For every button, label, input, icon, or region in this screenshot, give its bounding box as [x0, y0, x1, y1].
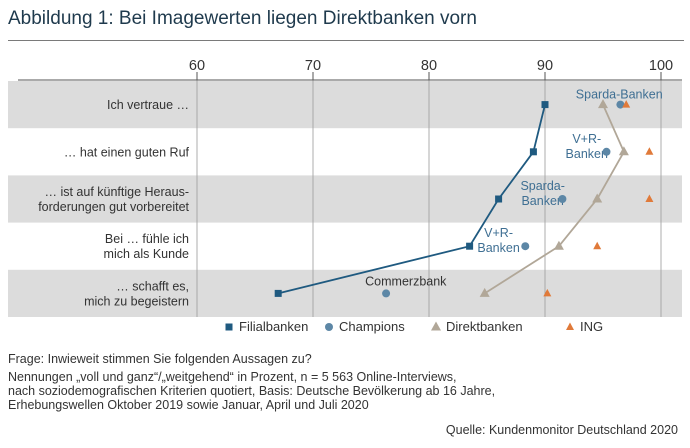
marker-direktbanken [618, 146, 629, 156]
category-label: Bei … fühle ich [105, 232, 189, 246]
category-label: mich als Kunde [104, 247, 190, 261]
marker-filialbanken [541, 101, 549, 109]
legend-label: ING [580, 319, 603, 334]
tick-label: 60 [189, 58, 205, 74]
annotation-label: Banken [566, 147, 608, 161]
marker-filialbanken [529, 148, 537, 156]
annotation-label: Banken [477, 241, 519, 255]
footer-line-1: Frage: Inwieweit stimmen Sie folgenden A… [8, 352, 312, 366]
legend-swatch-direktbanken [431, 321, 441, 331]
x-axis-ticks: 60 70 80 90 100 [18, 58, 682, 317]
category-label: mich zu begeistern [84, 294, 189, 308]
row-band [8, 81, 682, 129]
marker-ing [645, 194, 654, 202]
chart-plot: 60 70 80 90 100 Ich vertraue … … hat einen gu… [8, 58, 682, 334]
marker-filialbanken [274, 289, 282, 297]
marker-direktbanken [553, 240, 564, 250]
marker-champions [382, 289, 391, 298]
legend-swatch-champions [325, 323, 333, 331]
marker-direktbanken [479, 287, 490, 297]
annotation-label: Sparda- [520, 179, 564, 193]
tick-label: 70 [305, 58, 321, 74]
category-labels: Ich vertraue … … hat einen guten Ruf … ist… [38, 98, 189, 308]
annotation-label: Commerzbank [365, 274, 447, 288]
annotation-label: Sparda-Banken [576, 88, 663, 102]
annotations: Sparda-BankenV+R-BankenSparda-BankenV+R-… [365, 88, 663, 289]
legend: Filialbanken Champions Direktbanken ING [225, 319, 603, 334]
legend-swatch-filialbanken [225, 323, 233, 331]
title-divider [8, 40, 684, 41]
marker-ing [645, 147, 654, 155]
marker-champions [616, 100, 625, 109]
footer-line-3: nach soziodemografischen Kriterien quoti… [8, 384, 496, 398]
chart-title: Abbildung 1: Bei Imagewerten liegen Dire… [8, 8, 477, 29]
row-band [8, 175, 682, 223]
annotation-label: Banken [521, 194, 563, 208]
category-label: … hat einen guten Ruf [64, 145, 190, 159]
tick-label: 100 [649, 58, 673, 74]
category-label: … ist auf künftige Heraus- [44, 185, 189, 199]
tick-label: 80 [421, 58, 437, 74]
marker-filialbanken [495, 195, 503, 203]
marker-champions [602, 147, 611, 156]
marker-ing [622, 100, 631, 108]
annotation-label: V+R- [572, 132, 601, 146]
legend-label: Filialbanken [239, 319, 308, 334]
marker-champions [558, 195, 567, 203]
marker-ing [543, 288, 552, 297]
annotation-label: V+R- [484, 226, 513, 240]
footer-line-4: Erhebungswellen Oktober 2019 sowie Janua… [8, 398, 369, 412]
marker-ing [593, 241, 602, 250]
category-label: forderungen gut vorbereitet [38, 200, 189, 214]
marker-champions [521, 242, 530, 251]
legend-label: Champions [339, 319, 405, 334]
footer-line-2: Nennungen „voll und ganz“/„weitgehend“ i… [8, 370, 457, 384]
marker-filialbanken [466, 242, 474, 250]
source-note: Quelle: Kundenmonitor Deutschland 2020 [445, 423, 678, 437]
tick-label: 90 [537, 58, 553, 74]
category-label: … schafft es, [116, 279, 189, 293]
category-label: Ich vertraue … [107, 98, 189, 112]
marker-direktbanken [592, 193, 603, 203]
series-markers [274, 99, 654, 298]
marker-direktbanken [598, 99, 608, 109]
legend-swatch-ing [566, 322, 574, 330]
legend-label: Direktbanken [446, 319, 523, 334]
row-bands [8, 81, 682, 317]
